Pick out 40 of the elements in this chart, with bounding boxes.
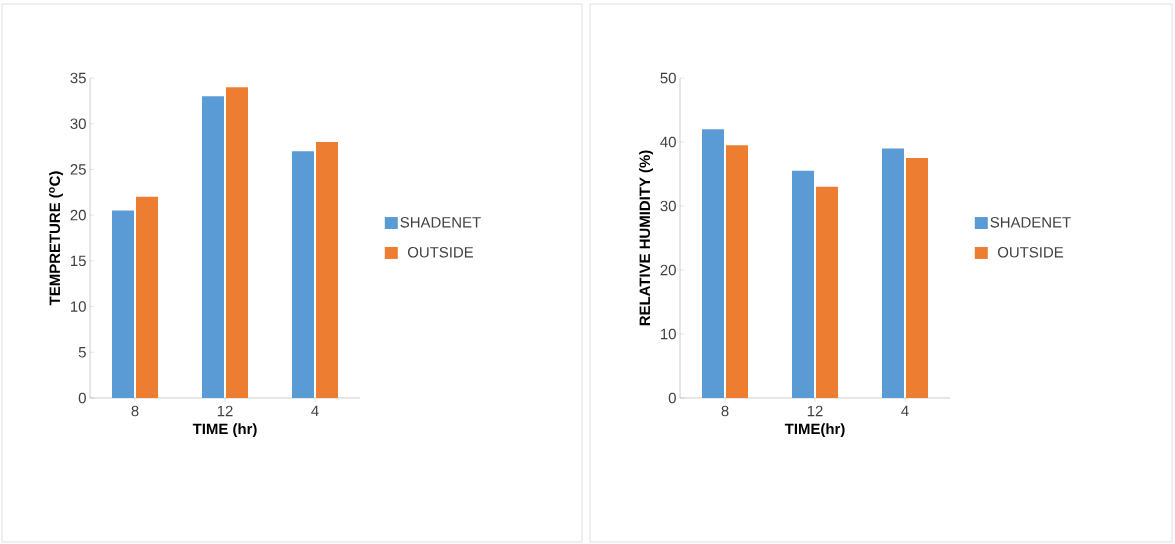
y-tick-label: 35 [70, 72, 86, 84]
x-tick-label: 4 [311, 405, 319, 417]
x-axis-title: TIME (hr) [192, 423, 257, 438]
y-tick-label: 0 [668, 392, 676, 404]
bar [726, 145, 749, 398]
bar [792, 170, 815, 398]
x-tick-label: 8 [131, 405, 139, 417]
bar [292, 151, 315, 398]
y-tick-label: 40 [660, 136, 676, 148]
bar [882, 148, 905, 398]
x-tick-label: 4 [901, 405, 909, 417]
y-tick-label: 10 [661, 328, 676, 340]
x-axis-title: TIME(hr) [784, 423, 845, 438]
legend-label: SHADENET [990, 217, 1071, 228]
x-tick-label: 12 [217, 405, 233, 417]
y-tick-label: 0 [78, 392, 86, 404]
y-tick-label: 15 [71, 255, 86, 267]
bar [136, 196, 159, 398]
y-tick-label: 50 [660, 72, 676, 84]
y-tick-label: 30 [70, 118, 86, 129]
bar [202, 96, 225, 398]
bar [906, 157, 929, 398]
bar [112, 210, 135, 398]
legend-label: OUTSIDE [997, 246, 1064, 258]
x-tick-label: 12 [807, 405, 823, 417]
bar [226, 87, 248, 398]
legend-label: OUTSIDE [407, 246, 474, 258]
y-tick-label: 10 [71, 301, 86, 312]
y-tick-label: 20 [70, 209, 86, 221]
y-axis-title: RELATIVE HUMIDITY (%) [639, 150, 654, 326]
bar [816, 186, 839, 398]
y-tick-label: 25 [70, 164, 86, 175]
bar [316, 141, 339, 398]
legend-label: SHADENET [400, 217, 481, 228]
y-tick-label: 30 [660, 200, 676, 212]
bar [702, 129, 725, 398]
y-tick-label: 20 [660, 264, 676, 276]
y-axis-title: TEMPRETURE ($^{o}$C) [49, 171, 64, 306]
x-tick-label: 8 [721, 405, 729, 417]
y-tick-label: 5 [78, 347, 86, 358]
